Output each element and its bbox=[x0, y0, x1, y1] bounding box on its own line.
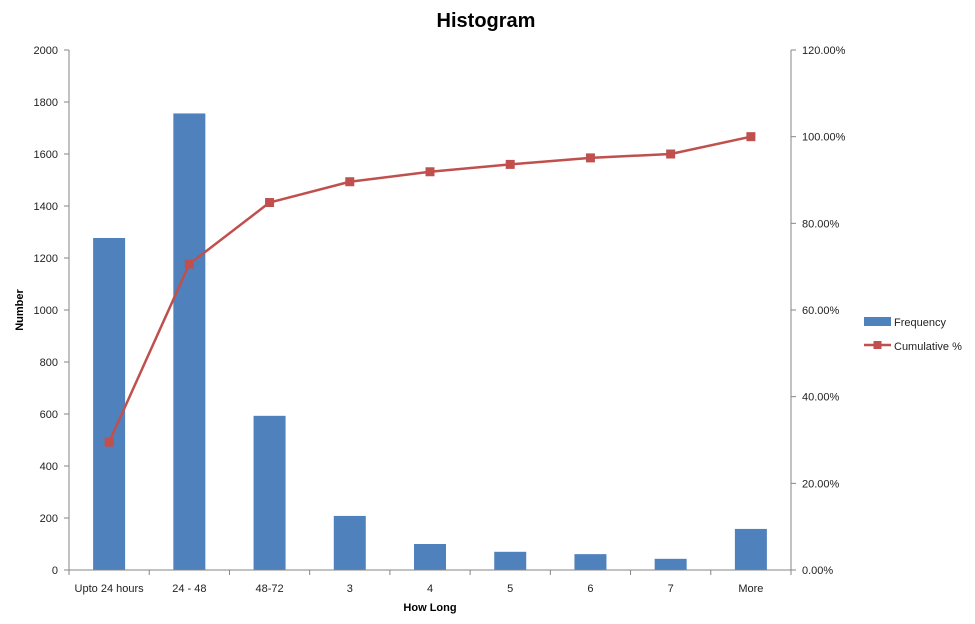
right-tick-label-4: 80.00% bbox=[802, 218, 840, 230]
bar-8 bbox=[734, 528, 767, 570]
left-y-axis: 0 200 400 600 800 1000 1200 1400 1600 1800 2000 bbox=[34, 45, 70, 577]
cumulative-point-1 bbox=[184, 259, 194, 269]
legend-swatch-frequency bbox=[864, 317, 891, 326]
bar-6 bbox=[574, 554, 607, 570]
left-tick-label-7: 1400 bbox=[34, 201, 58, 213]
bar-4 bbox=[414, 544, 446, 570]
cumulative-point-8 bbox=[746, 132, 756, 142]
right-tick-label-1: 20.00% bbox=[802, 478, 840, 490]
cumulative-point-5 bbox=[505, 159, 515, 169]
cumulative-point-7 bbox=[666, 149, 676, 159]
cumulative-point-0 bbox=[104, 437, 114, 447]
cumulative-point-2 bbox=[265, 198, 275, 208]
right-tick-label-3: 60.00% bbox=[802, 305, 840, 317]
cumulative-line-group bbox=[104, 132, 756, 447]
x-axis: Upto 24 hours 24 - 48 48-72 3 4 5 6 7 More bbox=[68, 569, 792, 595]
x-tick-label-2: 48-72 bbox=[255, 583, 283, 595]
x-tick-label-3: 3 bbox=[347, 583, 353, 595]
x-tick-label-0: Upto 24 hours bbox=[75, 583, 145, 595]
plot-area: 0 200 400 600 800 1000 1200 1400 1600 1800 2000 0.… bbox=[34, 45, 846, 595]
left-tick-label-1: 200 bbox=[40, 513, 58, 525]
x-tick-label-8: More bbox=[738, 583, 763, 595]
left-tick-label-2: 400 bbox=[40, 461, 58, 473]
cumulative-line bbox=[107, 135, 752, 443]
right-y-axis: 0.00% 20.00% 40.00% 60.00% 80.00% 100.00% 120.… bbox=[790, 45, 846, 577]
legend-label-frequency: Frequency bbox=[894, 317, 946, 329]
bar-2 bbox=[253, 415, 286, 570]
cumulative-point-4 bbox=[425, 167, 435, 177]
x-tick-label-4: 4 bbox=[427, 583, 433, 595]
left-tick-label-10: 2000 bbox=[34, 45, 58, 57]
left-tick-label-9: 1800 bbox=[34, 97, 58, 109]
legend: Frequency Cumulative % bbox=[864, 317, 962, 353]
right-tick-label-0: 0.00% bbox=[802, 565, 833, 577]
bar-0 bbox=[93, 237, 126, 571]
legend-label-cumulative: Cumulative % bbox=[894, 341, 962, 353]
x-tick-label-6: 6 bbox=[587, 583, 593, 595]
bar-5 bbox=[494, 551, 527, 570]
y-axis-title: Number bbox=[14, 289, 26, 331]
left-tick-label-6: 1200 bbox=[34, 253, 58, 265]
cumulative-point-6 bbox=[585, 153, 595, 163]
right-tick-label-2: 40.00% bbox=[802, 392, 840, 404]
x-tick-label-1: 24 - 48 bbox=[172, 583, 206, 595]
left-tick-label-8: 1600 bbox=[34, 149, 58, 161]
legend-marker-cumulative bbox=[873, 341, 882, 349]
right-tick-label-5: 100.00% bbox=[802, 132, 846, 144]
cumulative-point-3 bbox=[345, 177, 355, 187]
x-axis-title: How Long bbox=[403, 602, 456, 614]
left-tick-label-4: 800 bbox=[40, 357, 58, 369]
bars-group bbox=[93, 113, 767, 571]
left-tick-label-5: 1000 bbox=[34, 305, 58, 317]
left-tick-label-0: 0 bbox=[52, 565, 58, 577]
bar-3 bbox=[333, 515, 366, 570]
x-tick-label-5: 5 bbox=[507, 583, 513, 595]
right-tick-label-6: 120.00% bbox=[802, 45, 846, 57]
bar-1 bbox=[173, 113, 206, 570]
left-tick-label-3: 600 bbox=[40, 409, 58, 421]
chart-title: Histogram bbox=[437, 10, 536, 32]
x-tick-label-7: 7 bbox=[668, 583, 674, 595]
bar-7 bbox=[654, 558, 687, 570]
